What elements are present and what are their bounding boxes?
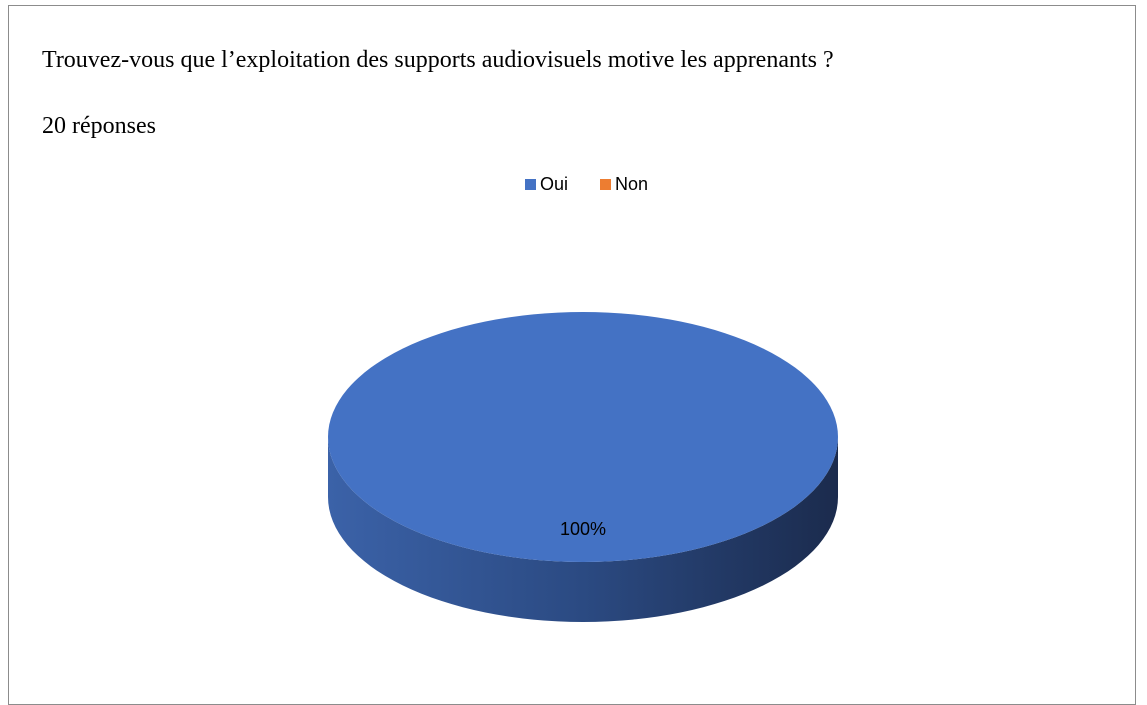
pie-side [328,437,838,622]
legend-swatch [600,179,611,190]
legend-label: Oui [540,174,568,194]
chart-subtitle: 20 réponses [42,113,156,139]
legend-swatch [525,179,536,190]
page: {"chart_data": {"type": "pie", "title": … [8,5,1136,705]
chart-title: Trouvez-vous que l’exploitation des supp… [42,47,834,73]
pie-slice [328,312,838,562]
legend-label: Non [615,174,648,194]
chart: Oui Non 100% [328,174,838,622]
data-label: 100% [560,519,606,539]
